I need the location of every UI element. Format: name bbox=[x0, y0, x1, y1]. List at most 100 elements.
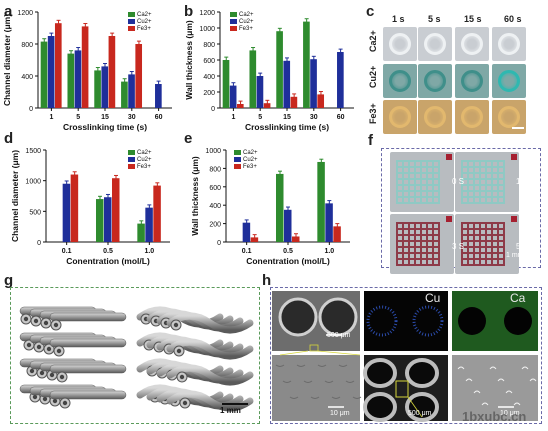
tube-lumen bbox=[43, 320, 49, 326]
bar-Cu2+ bbox=[283, 60, 291, 108]
x-tick-label: 15 bbox=[283, 114, 291, 121]
bar-Ca2+ bbox=[222, 60, 230, 108]
eds-label-ca: Ca bbox=[510, 291, 526, 305]
zoom-box bbox=[309, 344, 319, 352]
x-axis-label: Crosslinking time (s) bbox=[245, 122, 329, 132]
time-label-1: 1 s bbox=[392, 14, 405, 24]
bar-Ca2+ bbox=[121, 81, 128, 108]
droplet-ring bbox=[389, 33, 411, 55]
y-tick-label: 400 bbox=[209, 203, 221, 210]
ion-label-cu: Cu2+ bbox=[368, 65, 378, 88]
surface-texture bbox=[457, 366, 465, 370]
hollow-tube bbox=[166, 390, 254, 412]
y-tick-label: 400 bbox=[21, 74, 33, 81]
legend-label: Cu2+ bbox=[239, 19, 254, 25]
droplet-ring bbox=[424, 106, 446, 128]
tube-lumen bbox=[179, 374, 185, 380]
legend-swatch bbox=[128, 150, 135, 155]
bar-Cu2+ bbox=[145, 207, 153, 242]
tube-lumen bbox=[46, 346, 52, 352]
y-axis-label: Wall thickness (μm) bbox=[184, 20, 194, 100]
bar-Cu2+ bbox=[128, 74, 135, 108]
droplet-photo bbox=[455, 64, 489, 98]
droplet-photo bbox=[383, 100, 417, 134]
sem-eds-images bbox=[272, 291, 538, 422]
hollow-tube bbox=[166, 312, 254, 334]
bar-Cu2+ bbox=[74, 50, 82, 108]
y-axis-label: Channel diameter (μm) bbox=[10, 150, 20, 242]
y-tick-label: 0 bbox=[29, 106, 33, 113]
bar-Fe3+ bbox=[112, 178, 120, 242]
legend-swatch bbox=[234, 157, 241, 162]
legend-label: Cu2+ bbox=[137, 19, 152, 25]
tube-lumen bbox=[36, 344, 42, 350]
droplet-ring bbox=[498, 70, 520, 92]
lattice-pore bbox=[363, 392, 397, 422]
legend-label: Fe3+ bbox=[243, 164, 257, 170]
bar-Fe3+ bbox=[108, 36, 116, 108]
eds-cu-ring bbox=[412, 305, 444, 337]
tube-lumen bbox=[182, 400, 188, 406]
zoom-line bbox=[407, 396, 423, 418]
bar-Ca2+ bbox=[40, 41, 48, 108]
bar-Ca2+ bbox=[67, 53, 75, 108]
sem-pore bbox=[278, 297, 318, 337]
y-tick-label: 1500 bbox=[25, 148, 41, 155]
bar-Ca2+ bbox=[317, 161, 325, 242]
surface-texture bbox=[345, 380, 355, 383]
panel-label-f: f bbox=[368, 132, 373, 149]
tube-lumen bbox=[23, 316, 29, 322]
nozzle bbox=[446, 216, 452, 222]
h-scale-4: 10 μm bbox=[500, 410, 520, 417]
lattice-pore bbox=[405, 392, 439, 422]
bar-Ca2+ bbox=[137, 223, 145, 242]
lattice-pore bbox=[405, 358, 439, 388]
y-axis-label: Channel diameter (μm) bbox=[2, 14, 12, 106]
droplet-ring bbox=[461, 106, 483, 128]
x-tick-label: 15 bbox=[101, 114, 109, 121]
surface-texture bbox=[282, 380, 292, 383]
tube-lumen bbox=[49, 372, 55, 378]
y-tick-label: 200 bbox=[209, 222, 221, 229]
droplet-ring bbox=[461, 33, 483, 55]
ion-label-fe: Fe3+ bbox=[368, 103, 378, 124]
panel-label-d: d bbox=[4, 130, 14, 147]
y-tick-label: 1000 bbox=[25, 179, 41, 186]
hollow-tube bbox=[49, 312, 127, 322]
bar-Cu2+ bbox=[62, 183, 71, 242]
bar-Cu2+ bbox=[47, 36, 55, 108]
bar-Cu2+ bbox=[325, 203, 333, 242]
legend-label: Cu2+ bbox=[243, 157, 258, 163]
tube-lumen bbox=[32, 394, 38, 400]
bar-Cu2+ bbox=[310, 59, 317, 108]
droplet-ring bbox=[389, 70, 411, 92]
y-tick-label: 1000 bbox=[199, 26, 215, 33]
surface-texture bbox=[505, 390, 513, 394]
legend-label: Ca2+ bbox=[243, 150, 258, 156]
surface-texture bbox=[275, 364, 285, 367]
bar-Fe3+ bbox=[333, 226, 341, 242]
lattice-pattern bbox=[396, 160, 440, 204]
legend-label: Fe3+ bbox=[137, 26, 151, 32]
bar-Cu2+ bbox=[337, 52, 344, 108]
surface-texture bbox=[473, 390, 481, 394]
legend-swatch bbox=[128, 164, 135, 169]
zoom-connector bbox=[317, 350, 361, 356]
droplet-photo bbox=[418, 64, 452, 98]
y-tick-label: 1200 bbox=[17, 10, 33, 17]
nozzle bbox=[446, 154, 452, 160]
droplet-ring bbox=[498, 106, 520, 128]
surface-texture bbox=[529, 378, 537, 382]
legend-label: Fe3+ bbox=[239, 26, 253, 32]
y-axis-label: Wall thickness (μm) bbox=[190, 156, 200, 236]
tube-lumen bbox=[173, 322, 179, 328]
x-tick-label: 0.5 bbox=[283, 248, 293, 255]
lattice-pattern bbox=[396, 222, 440, 266]
x-axis-label: Crosslinking time (s) bbox=[63, 122, 147, 132]
y-tick-label: 600 bbox=[209, 185, 221, 192]
droplet-photo bbox=[492, 100, 526, 134]
panel-g-frame bbox=[10, 287, 260, 424]
g-scale-bar bbox=[222, 403, 248, 405]
lattice-pore bbox=[363, 358, 397, 388]
panel-label-a: a bbox=[4, 3, 13, 20]
